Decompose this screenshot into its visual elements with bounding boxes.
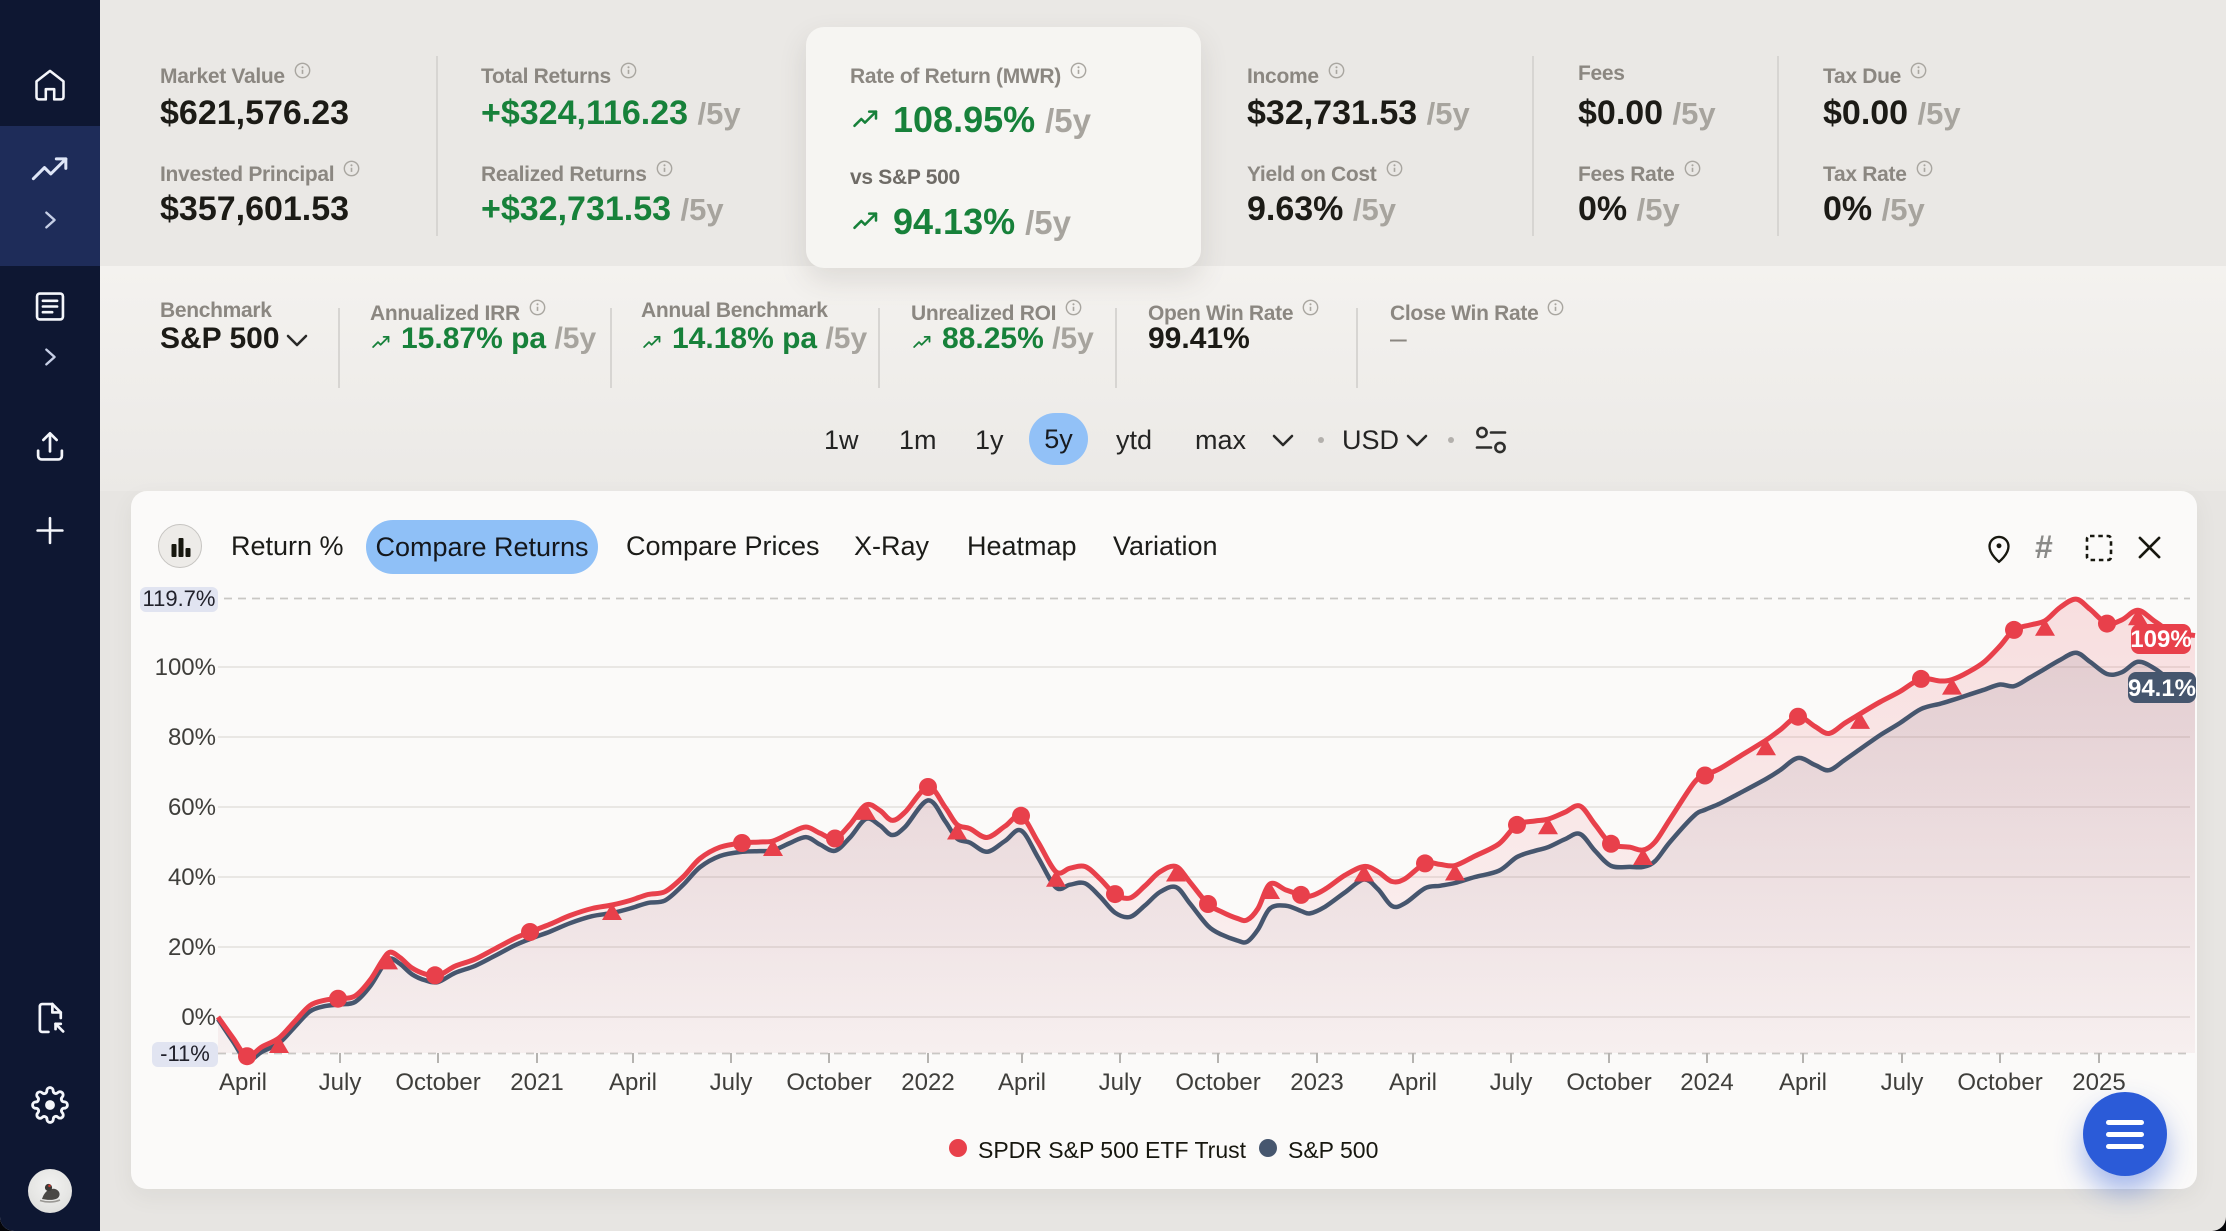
svg-text:94.1%: 94.1%: [2128, 675, 2196, 702]
svg-text:July: July: [1490, 1069, 1533, 1096]
svg-text:July: July: [1881, 1069, 1924, 1096]
svg-text:60%: 60%: [168, 794, 216, 821]
svg-text:July: July: [319, 1069, 362, 1096]
svg-text:20%: 20%: [168, 934, 216, 961]
svg-text:2022: 2022: [901, 1069, 954, 1096]
svg-text:July: July: [710, 1069, 753, 1096]
svg-text:0%: 0%: [181, 1004, 216, 1031]
svg-text:119.7%: 119.7%: [143, 586, 216, 611]
svg-text:April: April: [998, 1069, 1046, 1096]
svg-text:80%: 80%: [168, 724, 216, 751]
svg-text:2025: 2025: [2072, 1069, 2125, 1096]
svg-text:July: July: [1099, 1069, 1142, 1096]
svg-text:2023: 2023: [1290, 1069, 1343, 1096]
svg-text:April: April: [609, 1069, 657, 1096]
svg-text:100%: 100%: [155, 654, 216, 681]
svg-text:October: October: [1957, 1069, 2042, 1096]
svg-text:2021: 2021: [510, 1069, 563, 1096]
svg-text:-11%: -11%: [160, 1041, 210, 1066]
svg-text:April: April: [1779, 1069, 1827, 1096]
svg-text:April: April: [219, 1069, 267, 1096]
svg-text:October: October: [395, 1069, 480, 1096]
svg-text:40%: 40%: [168, 864, 216, 891]
svg-text:October: October: [1566, 1069, 1651, 1096]
svg-text:2024: 2024: [1680, 1069, 1733, 1096]
svg-text:April: April: [1389, 1069, 1437, 1096]
svg-text:109%: 109%: [2130, 626, 2191, 653]
svg-text:October: October: [786, 1069, 871, 1096]
svg-text:October: October: [1175, 1069, 1260, 1096]
